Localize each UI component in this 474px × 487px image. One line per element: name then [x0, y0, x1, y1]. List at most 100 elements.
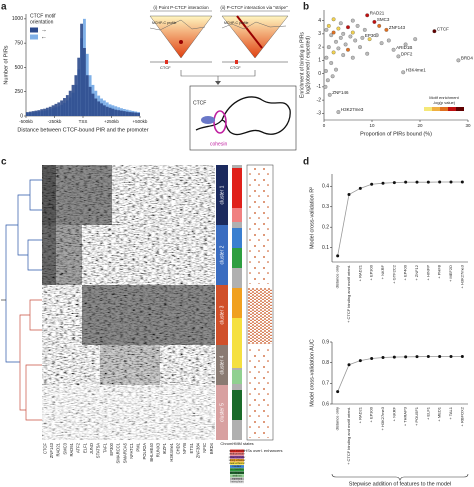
point [381, 181, 385, 185]
colorbar-cell [456, 107, 464, 111]
column-label: ELF1 [82, 442, 87, 453]
colorbar-title: Motif enrichment [429, 95, 459, 100]
light-block [42, 385, 215, 440]
y-tick-label: 0.2 [322, 225, 329, 231]
point [432, 29, 437, 34]
heatmap-texture [42, 165, 215, 440]
point [346, 47, 350, 52]
chromhmm-band [232, 390, 242, 420]
hist-bar [80, 23, 83, 116]
column-label: RAD51 [69, 442, 74, 456]
hist-bar [60, 100, 64, 116]
point [415, 355, 419, 359]
legend-title: orientation [30, 19, 54, 25]
legend-swatch [30, 27, 38, 33]
point [336, 26, 341, 31]
point [350, 30, 355, 35]
point-label: ARID1B [396, 45, 412, 50]
hist-bar [85, 75, 89, 116]
y-tick-label: -1 [317, 84, 322, 90]
y-tick-label: 0.3 [322, 204, 329, 210]
legend-title: CTCF motif [30, 13, 56, 19]
dendrogram-red [19, 299, 42, 421]
legend-swatch [30, 34, 38, 40]
hist-bar [102, 105, 106, 116]
x-tick-label: + EP300 [369, 264, 374, 280]
point [343, 42, 348, 47]
point [449, 180, 453, 184]
point [381, 356, 385, 359]
point [358, 359, 362, 363]
x-tick-label: -250kb [48, 119, 62, 124]
point [334, 67, 338, 72]
point [355, 23, 360, 28]
point [338, 35, 343, 40]
legend-label: strong enhancer [229, 459, 246, 462]
colorbar-cell [424, 107, 432, 111]
legend-swatch [230, 477, 244, 481]
hist-bar [74, 75, 78, 116]
dark-block [100, 345, 160, 385]
y-tick-label: 0.6 [322, 401, 329, 407]
point [438, 354, 442, 358]
chromhmm-band [232, 318, 242, 368]
column-label: ZNF384 [195, 442, 200, 458]
point [449, 354, 453, 358]
hist-bar [40, 109, 44, 116]
point [331, 30, 336, 35]
point [341, 53, 346, 58]
profile-label: MCHP-C profile [152, 21, 177, 25]
legend-label: weak enhancer [229, 462, 245, 465]
line [337, 356, 463, 392]
legend-swatch [230, 480, 244, 484]
column-label: POLR2A [142, 443, 147, 460]
hist-bar [128, 112, 132, 116]
y-tick-label: 4 [318, 18, 321, 24]
hist-bar [28, 111, 32, 116]
point [370, 357, 374, 361]
point [326, 45, 331, 50]
dendrogram-blue [5, 179, 42, 363]
point [426, 354, 430, 358]
y-axis-label: Model cross-validation R² [309, 187, 315, 249]
cluster-label: cluster 2 [219, 245, 225, 264]
column-label: H3K4me1 [169, 442, 174, 461]
point [325, 78, 330, 83]
x-axis-label: Distance between CTCF-bound PIR and the … [17, 127, 148, 133]
hist-bar [57, 102, 61, 116]
point [336, 254, 340, 258]
profile [149, 19, 206, 31]
column-title: ChromHMM states [220, 441, 253, 446]
hist-bar [63, 98, 66, 116]
point [358, 186, 362, 190]
hist-bar [122, 111, 126, 116]
point [336, 110, 341, 114]
cluster-label: cluster 1 [219, 185, 225, 204]
cluster-label: cluster 4 [219, 355, 225, 374]
column-label: NFIC [202, 443, 207, 453]
colorbar-title: -log(p value) [433, 100, 456, 105]
hist-bar [100, 103, 103, 116]
hist-bar [43, 108, 46, 116]
x-tick-label: + CTCF binding and motif orient. [346, 265, 351, 323]
point [374, 33, 379, 38]
point [460, 354, 464, 358]
hist-bar [125, 111, 129, 116]
point [324, 55, 329, 60]
point [372, 19, 377, 24]
point [353, 38, 358, 43]
dhs-dots [248, 288, 272, 344]
x-tick-label: + THRAP3 [403, 406, 408, 426]
point [413, 37, 418, 42]
y-tick-label: -2 [317, 97, 322, 103]
legend-label: → [41, 28, 47, 34]
line [337, 181, 463, 256]
dark-block [42, 165, 56, 285]
stripe [236, 15, 263, 49]
diagram-i: (i) Point P-CTCF interaction MCHP-C prof… [149, 5, 213, 70]
x-tick-label: TSS [79, 119, 88, 124]
chromhmm-band [232, 168, 242, 208]
x-tick-label: -500kb [19, 119, 33, 124]
panel-label: a [1, 2, 7, 13]
